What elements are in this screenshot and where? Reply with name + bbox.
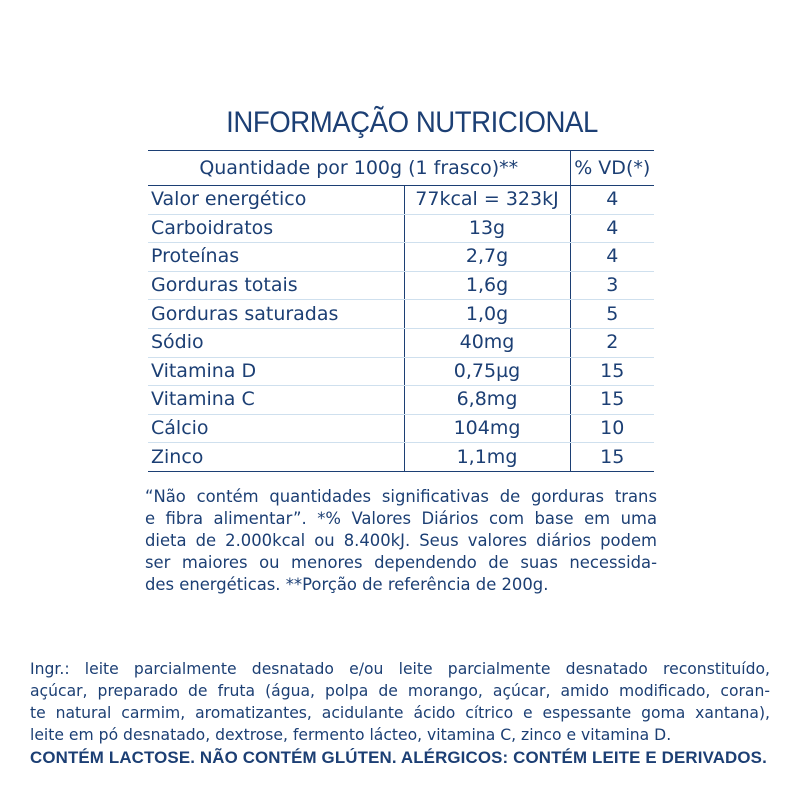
- nutrition-title: INFORMAÇÃO NUTRICIONAL: [226, 106, 598, 139]
- nutrient-quantity: 104mg: [403, 414, 571, 444]
- footnote-line: e fibra alimentar”. *% Valores Diários c…: [145, 509, 657, 528]
- table-header-row: Quantidade por 100g (1 frasco)** % VD(*): [148, 150, 654, 186]
- footnote-line: ser maiores ou menores dependendo de sua…: [145, 553, 657, 572]
- nutrient-name: Valor energético: [148, 185, 404, 215]
- table-row: Gorduras totais 1,6g 3: [148, 271, 654, 301]
- footnote-line: dieta de 2.000kcal ou 8.400kJ. Seus valo…: [145, 531, 657, 550]
- table-row: Valor energético 77kcal = 323kJ 4: [148, 185, 654, 215]
- nutrient-name: Sódio: [148, 328, 404, 358]
- nutrient-quantity: 1,1mg: [403, 442, 571, 472]
- table-row: Zinco 1,1mg 15: [148, 442, 654, 472]
- ingredients-line: leite em pó desnatado, dextrose, ferment…: [30, 726, 672, 744]
- nutrient-quantity: 2,7g: [403, 242, 571, 272]
- nutrient-quantity: 13g: [403, 214, 571, 244]
- nutrition-footnote: “Não contém quantidades significativas d…: [145, 486, 657, 596]
- table-row: Sódio 40mg 2: [148, 328, 654, 358]
- nutrient-vd: 10: [570, 414, 654, 444]
- table-row: Proteínas 2,7g 4: [148, 242, 654, 272]
- table-row: Carboidratos 13g 4: [148, 214, 654, 244]
- nutrient-name: Zinco: [148, 442, 404, 472]
- table-row: Vitamina C 6,8mg 15: [148, 385, 654, 415]
- table-row: Gorduras saturadas 1,0g 5: [148, 299, 654, 329]
- allergen-warning: CONTÉM LACTOSE. NÃO CONTÉM GLÚTEN. ALÉRG…: [30, 748, 767, 767]
- nutrient-vd: 5: [570, 299, 654, 329]
- ingredients-line: te natural carmim, aromatizantes, acidul…: [30, 704, 770, 722]
- nutrient-name: Gorduras totais: [148, 271, 404, 301]
- nutrient-name: Carboidratos: [148, 214, 404, 244]
- nutrient-quantity: 1,0g: [403, 299, 571, 329]
- ingredients-line: açúcar, preparado de fruta (água, polpa …: [30, 682, 770, 700]
- nutrient-vd: 4: [570, 185, 654, 215]
- footnote-line: des energéticas. **Porção de referência …: [145, 575, 549, 594]
- nutrient-quantity: 0,75µg: [403, 357, 571, 387]
- table-row: Vitamina D 0,75µg 15: [148, 357, 654, 387]
- ingredients-text: Ingr.: leite parcialmente desnatado e/ou…: [30, 658, 770, 746]
- nutrient-vd: 15: [570, 385, 654, 415]
- nutrient-quantity: 1,6g: [403, 271, 571, 301]
- nutrient-name: Proteínas: [148, 242, 404, 272]
- nutrient-vd: 15: [570, 357, 654, 387]
- nutrient-vd: 4: [570, 214, 654, 244]
- ingredients-line: Ingr.: leite parcialmente desnatado e/ou…: [30, 660, 770, 678]
- nutrient-name: Cálcio: [148, 414, 404, 444]
- header-quantity: Quantidade por 100g (1 frasco)**: [148, 150, 571, 186]
- nutrient-vd: 2: [570, 328, 654, 358]
- nutrient-vd: 4: [570, 242, 654, 272]
- nutrient-vd: 15: [570, 442, 654, 472]
- nutrient-quantity: 77kcal = 323kJ: [403, 185, 571, 215]
- nutrient-name: Vitamina D: [148, 357, 404, 387]
- footnote-line: “Não contém quantidades significativas d…: [145, 487, 657, 506]
- nutrient-quantity: 40mg: [403, 328, 571, 358]
- nutrition-table: Quantidade por 100g (1 frasco)** % VD(*)…: [148, 150, 654, 472]
- nutrient-quantity: 6,8mg: [403, 385, 571, 415]
- header-vd: % VD(*): [570, 150, 654, 186]
- nutrient-name: Vitamina C: [148, 385, 404, 415]
- nutrient-name: Gorduras saturadas: [148, 299, 404, 329]
- nutrient-vd: 3: [570, 271, 654, 301]
- table-row: Cálcio 104mg 10: [148, 414, 654, 444]
